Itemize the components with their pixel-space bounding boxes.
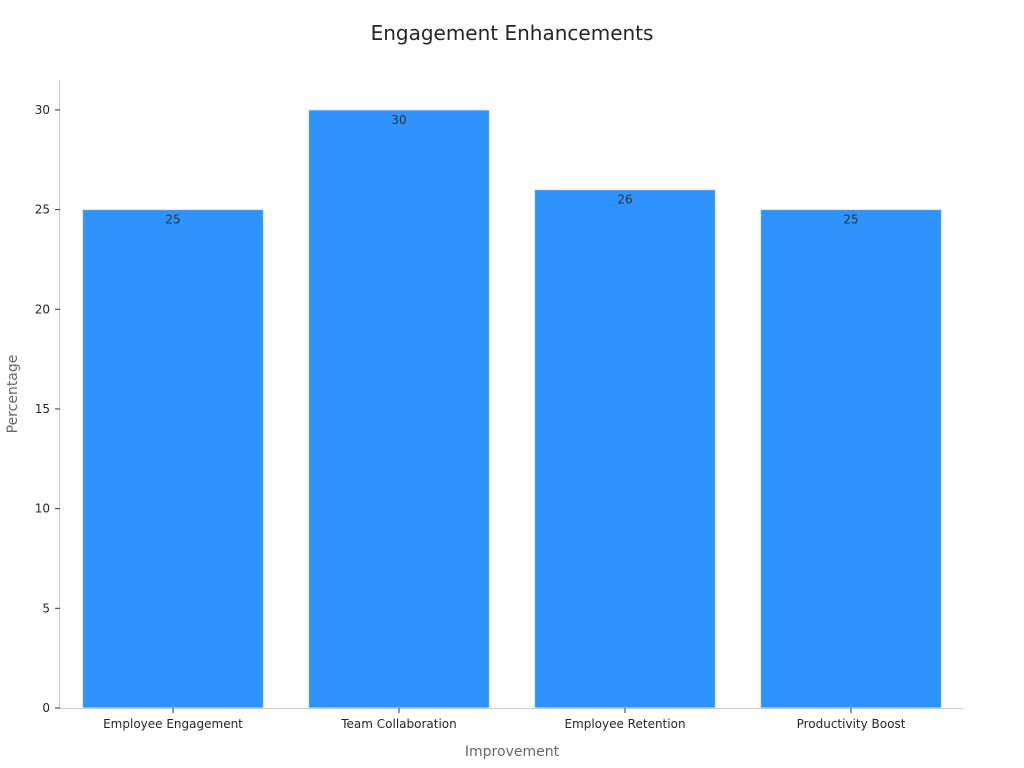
x-tick-label: Employee Retention <box>564 717 685 731</box>
bar-team-collaboration <box>308 109 490 709</box>
bar-employee-engagement <box>82 209 264 709</box>
chart-title: Engagement Enhancements <box>371 21 654 45</box>
x-tick-label: Productivity Boost <box>797 717 906 731</box>
y-ticks-group: 0 5 10 15 20 25 30 <box>35 103 60 715</box>
data-label: 30 <box>391 113 406 127</box>
x-axis-label: Improvement <box>465 744 560 760</box>
y-tick-label: 20 <box>35 302 50 316</box>
x-tick-label: Team Collaboration <box>340 717 457 731</box>
y-tick-label: 0 <box>42 701 50 715</box>
y-tick-label: 15 <box>35 402 50 416</box>
y-tick-label: 30 <box>35 103 50 117</box>
y-tick-label: 5 <box>42 601 50 615</box>
data-label: 25 <box>843 213 858 227</box>
y-axis-label: Percentage <box>5 355 21 434</box>
data-labels-group: 25 30 26 25 <box>165 113 858 227</box>
bars-group <box>82 109 942 709</box>
y-tick-label: 10 <box>35 502 50 516</box>
x-ticks-group: Employee Engagement Team Collaboration Emp… <box>103 708 906 731</box>
data-label: 26 <box>617 193 632 207</box>
y-tick-label: 25 <box>35 203 50 217</box>
x-tick-label: Employee Engagement <box>103 717 243 731</box>
data-label: 25 <box>165 213 180 227</box>
bar-productivity-boost <box>760 209 942 709</box>
bar-employee-retention <box>534 189 716 709</box>
